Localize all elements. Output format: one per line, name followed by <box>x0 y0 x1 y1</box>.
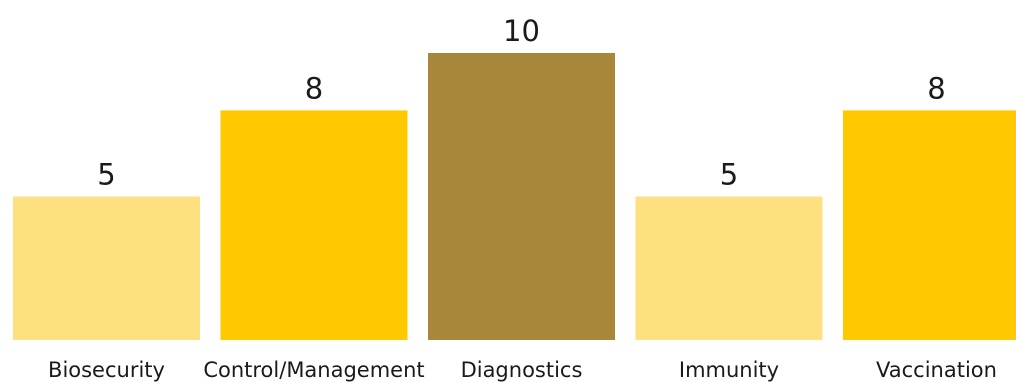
bars-group <box>13 53 1016 341</box>
category-labels-group: Biosecurity Control/Management Diagnostics… <box>48 358 997 382</box>
category-label-immunity: Immunity <box>679 358 779 382</box>
bar-immunity <box>635 196 823 340</box>
value-label-vaccination: 8 <box>927 71 945 105</box>
value-label-diagnostics: 10 <box>503 14 540 48</box>
value-label-control-management: 8 <box>305 71 323 105</box>
category-label-vaccination: Vaccination <box>876 358 997 382</box>
bar-vaccination <box>843 110 1016 341</box>
value-label-biosecurity: 5 <box>97 158 115 192</box>
bar-control-management <box>220 110 408 341</box>
bar-biosecurity <box>13 196 200 340</box>
value-label-immunity: 5 <box>720 158 738 192</box>
value-labels-group: 5 8 10 5 8 <box>97 14 945 192</box>
bar-diagnostics <box>428 53 615 340</box>
category-label-control-management: Control/Management <box>203 358 424 382</box>
category-label-diagnostics: Diagnostics <box>461 358 583 382</box>
category-label-biosecurity: Biosecurity <box>48 358 165 382</box>
